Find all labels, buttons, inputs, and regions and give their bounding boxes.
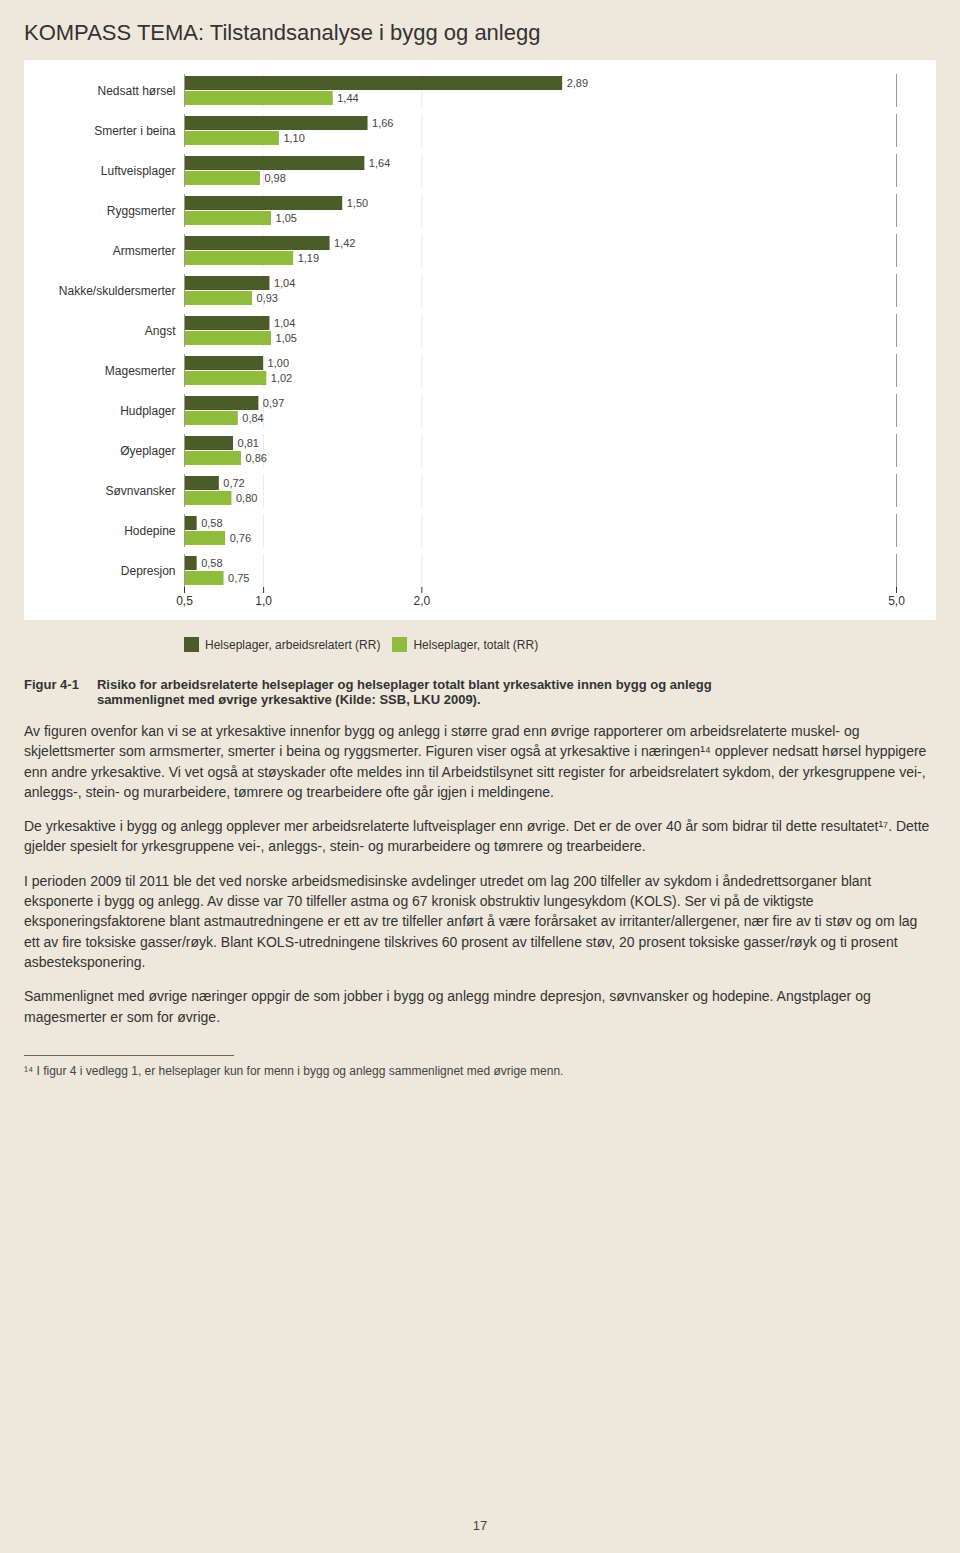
- svg-text:5,0: 5,0: [888, 594, 905, 608]
- svg-text:Armsmerter: Armsmerter: [113, 244, 176, 258]
- html-text:KOMPASS TEMA: Tilstandsanalyse: KOMPASS TEMA: Tilstandsanalyse i bygg og…: [24, 20, 541, 45]
- html-text:Helseplager, totalt (RR): Helseplager, totalt (RR): [413, 637, 539, 652]
- svg-text:2,89: 2,89: [567, 77, 588, 89]
- html-text:Sammenlignet med øvrige næring: Sammenlignet med øvrige næringer oppgir …: [24, 988, 871, 1025]
- svg-text:1,0: 1,0: [255, 594, 272, 608]
- html-text:Helseplager, arbeidsrelatert (: Helseplager, arbeidsrelatert (RR): [205, 637, 381, 652]
- html-text:Risiko for arbeidsrelaterte he: Risiko for arbeidsrelaterte helseplager …: [96, 677, 712, 707]
- svg-text:0,98: 0,98: [264, 172, 285, 184]
- svg-text:Smerter i beina: Smerter i beina: [94, 124, 176, 138]
- svg-text:1,66: 1,66: [372, 117, 393, 129]
- svg-text:0,86: 0,86: [245, 452, 266, 464]
- svg-text:Depresjon: Depresjon: [121, 564, 176, 578]
- svg-text:1,42: 1,42: [334, 237, 355, 249]
- svg-text:0,93: 0,93: [257, 292, 278, 304]
- svg-text:1,05: 1,05: [276, 212, 297, 224]
- svg-text:Nedsatt hørsel: Nedsatt hørsel: [97, 84, 175, 98]
- svg-text:1,04: 1,04: [274, 277, 295, 289]
- svg-text:Hudplager: Hudplager: [120, 404, 175, 418]
- svg-text:1,19: 1,19: [298, 252, 319, 264]
- svg-text:Nakke/skuldersmerter: Nakke/skuldersmerter: [59, 284, 176, 298]
- html-text:¹⁴ I figur 4 i vedlegg 1, er h: ¹⁴ I figur 4 i vedlegg 1, er helseplager…: [24, 1063, 564, 1078]
- svg-text:Angst: Angst: [145, 324, 176, 338]
- html-text:I perioden 2009 til 2011 ble d: I perioden 2009 til 2011 ble det ved nor…: [24, 872, 918, 970]
- svg-text:1,05: 1,05: [276, 332, 297, 344]
- svg-text:Hodepine: Hodepine: [124, 524, 176, 538]
- svg-text:1,64: 1,64: [369, 157, 390, 169]
- svg-text:1,04: 1,04: [274, 317, 295, 329]
- svg-text:0,80: 0,80: [236, 492, 257, 504]
- svg-text:2,0: 2,0: [413, 594, 430, 608]
- svg-text:1,44: 1,44: [337, 92, 358, 104]
- svg-text:0,81: 0,81: [238, 437, 259, 449]
- html-text:17: 17: [472, 1518, 488, 1533]
- svg-text:0,76: 0,76: [230, 532, 251, 544]
- svg-text:0,84: 0,84: [242, 412, 263, 424]
- svg-text:0,72: 0,72: [223, 477, 244, 489]
- html-text:Figur 4-1: Figur 4-1: [24, 677, 79, 692]
- svg-text:Luftveisplager: Luftveisplager: [101, 164, 176, 178]
- svg-text:Søvnvansker: Søvnvansker: [105, 484, 175, 498]
- svg-text:0,5: 0,5: [176, 594, 193, 608]
- svg-text:0,97: 0,97: [263, 397, 284, 409]
- svg-text:1,10: 1,10: [283, 132, 304, 144]
- html-text:Av figuren ovenfor kan vi se a: Av figuren ovenfor kan vi se at yrkesakt…: [24, 723, 927, 800]
- svg-text:0,58: 0,58: [201, 517, 222, 529]
- svg-text:Magesmerter: Magesmerter: [105, 364, 176, 378]
- svg-text:0,75: 0,75: [228, 572, 249, 584]
- svg-text:Øyeplager: Øyeplager: [120, 444, 175, 458]
- svg-text:1,00: 1,00: [268, 357, 289, 369]
- svg-text:0,58: 0,58: [201, 557, 222, 569]
- svg-text:1,02: 1,02: [271, 372, 292, 384]
- svg-text:Ryggsmerter: Ryggsmerter: [107, 204, 176, 218]
- html-text:De yrkesaktive i bygg og anleg: De yrkesaktive i bygg og anlegg opplever…: [24, 818, 930, 855]
- svg-text:1,50: 1,50: [347, 197, 368, 209]
